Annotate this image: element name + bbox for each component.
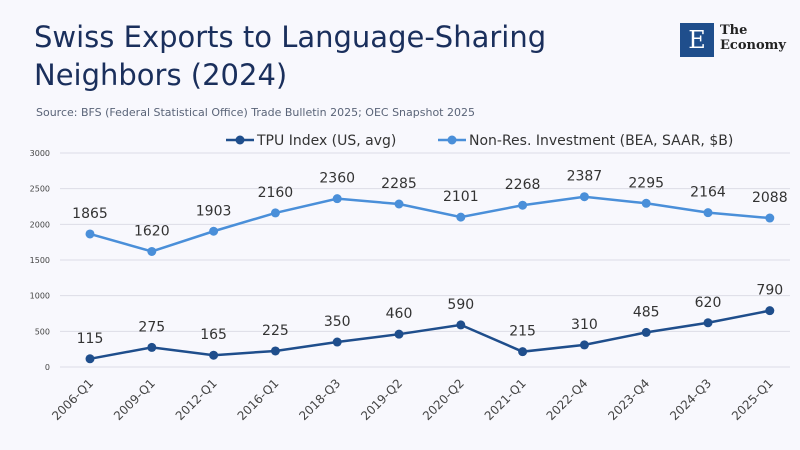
data-label: 2088 bbox=[752, 190, 788, 206]
data-point bbox=[209, 226, 219, 236]
x-tick-label: 2012-Q1 bbox=[173, 376, 220, 423]
data-point bbox=[85, 229, 95, 239]
data-label: 1865 bbox=[72, 206, 108, 222]
data-label: 2160 bbox=[258, 185, 294, 201]
data-point bbox=[332, 337, 342, 347]
data-point bbox=[85, 354, 95, 364]
y-tick-label: 500 bbox=[35, 327, 50, 336]
x-tick-label: 2023-Q4 bbox=[605, 376, 652, 423]
data-label: 2387 bbox=[567, 169, 603, 185]
data-label: 590 bbox=[447, 297, 474, 313]
y-tick-label: 2000 bbox=[30, 220, 50, 229]
data-label: 1903 bbox=[196, 203, 232, 219]
data-point bbox=[703, 208, 713, 218]
x-tick-label: 2006-Q1 bbox=[49, 376, 96, 423]
data-label: 2295 bbox=[628, 175, 664, 191]
data-label: 2360 bbox=[319, 171, 355, 187]
data-point bbox=[641, 327, 651, 337]
data-point bbox=[765, 213, 775, 223]
y-tick-label: 0 bbox=[45, 363, 50, 372]
series-line bbox=[89, 309, 771, 361]
data-point bbox=[579, 340, 589, 350]
y-tick-label: 3000 bbox=[30, 149, 50, 158]
data-point bbox=[394, 329, 404, 339]
x-tick-label: 2025-Q1 bbox=[729, 376, 776, 423]
logo-text: The Economy bbox=[720, 23, 786, 53]
legend-label: TPU Index (US, avg) bbox=[256, 133, 396, 149]
data-label: 165 bbox=[200, 327, 227, 343]
data-label: 115 bbox=[77, 331, 104, 347]
x-tick-label: 2021-Q1 bbox=[482, 376, 529, 423]
data-label: 275 bbox=[138, 319, 165, 335]
data-point bbox=[270, 208, 280, 218]
data-label: 1620 bbox=[134, 223, 170, 239]
data-point bbox=[394, 199, 404, 209]
logo-mark: E bbox=[680, 23, 714, 57]
legend-label: Non-Res. Investment (BEA, SAAR, $B) bbox=[469, 133, 733, 149]
data-point bbox=[641, 198, 651, 208]
data-point bbox=[518, 347, 528, 357]
data-point bbox=[147, 246, 157, 256]
data-label: 350 bbox=[324, 314, 351, 330]
data-label: 2285 bbox=[381, 176, 417, 192]
data-point bbox=[270, 346, 280, 356]
data-point bbox=[456, 320, 466, 330]
data-label: 620 bbox=[695, 295, 722, 311]
data-label: 2101 bbox=[443, 189, 479, 205]
x-tick-label: 2020-Q2 bbox=[420, 376, 467, 423]
y-tick-label: 1000 bbox=[30, 292, 50, 301]
y-tick-label: 2500 bbox=[30, 185, 50, 194]
data-point bbox=[703, 318, 713, 328]
x-tick-label: 2009-Q1 bbox=[111, 376, 158, 423]
legend-marker bbox=[235, 135, 245, 145]
chart-title: Swiss Exports to Language-Sharing Neighb… bbox=[34, 20, 547, 92]
data-point bbox=[209, 350, 219, 360]
x-tick-label: 2016-Q1 bbox=[235, 376, 282, 423]
data-label: 2164 bbox=[690, 185, 726, 201]
data-point bbox=[332, 194, 342, 204]
data-label: 225 bbox=[262, 323, 289, 339]
x-tick-label: 2018-Q3 bbox=[296, 376, 343, 423]
data-label: 790 bbox=[756, 283, 783, 299]
data-label: 2268 bbox=[505, 177, 541, 193]
data-label: 215 bbox=[509, 324, 536, 340]
data-point bbox=[518, 200, 528, 210]
logo: E The Economy bbox=[680, 23, 786, 57]
x-tick-label: 2019-Q2 bbox=[358, 376, 405, 423]
y-tick-label: 1500 bbox=[30, 256, 50, 265]
data-point bbox=[765, 306, 775, 316]
x-tick-label: 2022-Q4 bbox=[544, 376, 591, 423]
x-tick-label: 2024-Q3 bbox=[667, 376, 714, 423]
data-point bbox=[579, 192, 589, 202]
series-line bbox=[89, 195, 770, 253]
source-note: Source: BFS (Federal Statistical Office)… bbox=[36, 106, 475, 119]
data-label: 310 bbox=[571, 317, 598, 333]
legend-marker bbox=[447, 135, 457, 145]
data-label: 485 bbox=[633, 304, 660, 320]
data-label: 460 bbox=[386, 306, 413, 322]
data-point bbox=[456, 212, 466, 222]
data-point bbox=[147, 342, 157, 352]
